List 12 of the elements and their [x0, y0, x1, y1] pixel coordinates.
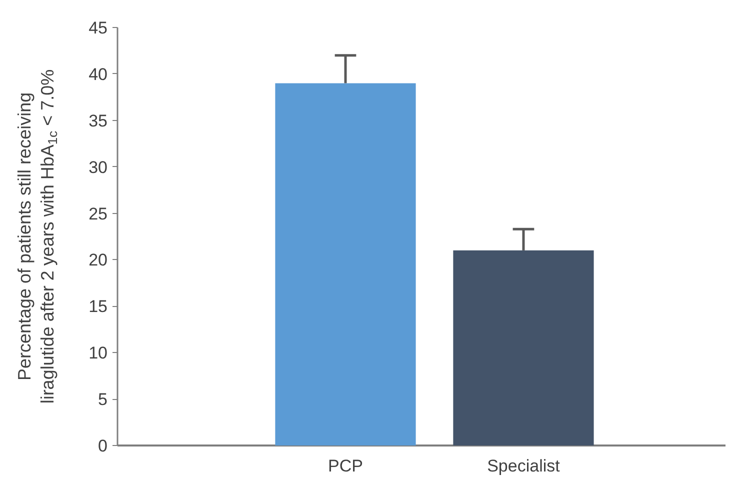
x-tick-label: PCP [328, 456, 363, 476]
y-tick-label: 30 [88, 158, 108, 177]
y-tick-label: 40 [88, 64, 108, 84]
y-tick-label: 25 [88, 204, 108, 224]
y-tick-label: 0 [98, 436, 108, 456]
y-tick-label: 20 [88, 250, 108, 270]
y-tick-label: 15 [88, 297, 108, 316]
y-tick-label: 10 [88, 344, 108, 363]
y-tick-label: 35 [88, 111, 108, 130]
y-tick-label: 5 [98, 390, 108, 410]
x-tick-label: Specialist [487, 456, 560, 476]
y-tick-label: 45 [88, 18, 108, 38]
